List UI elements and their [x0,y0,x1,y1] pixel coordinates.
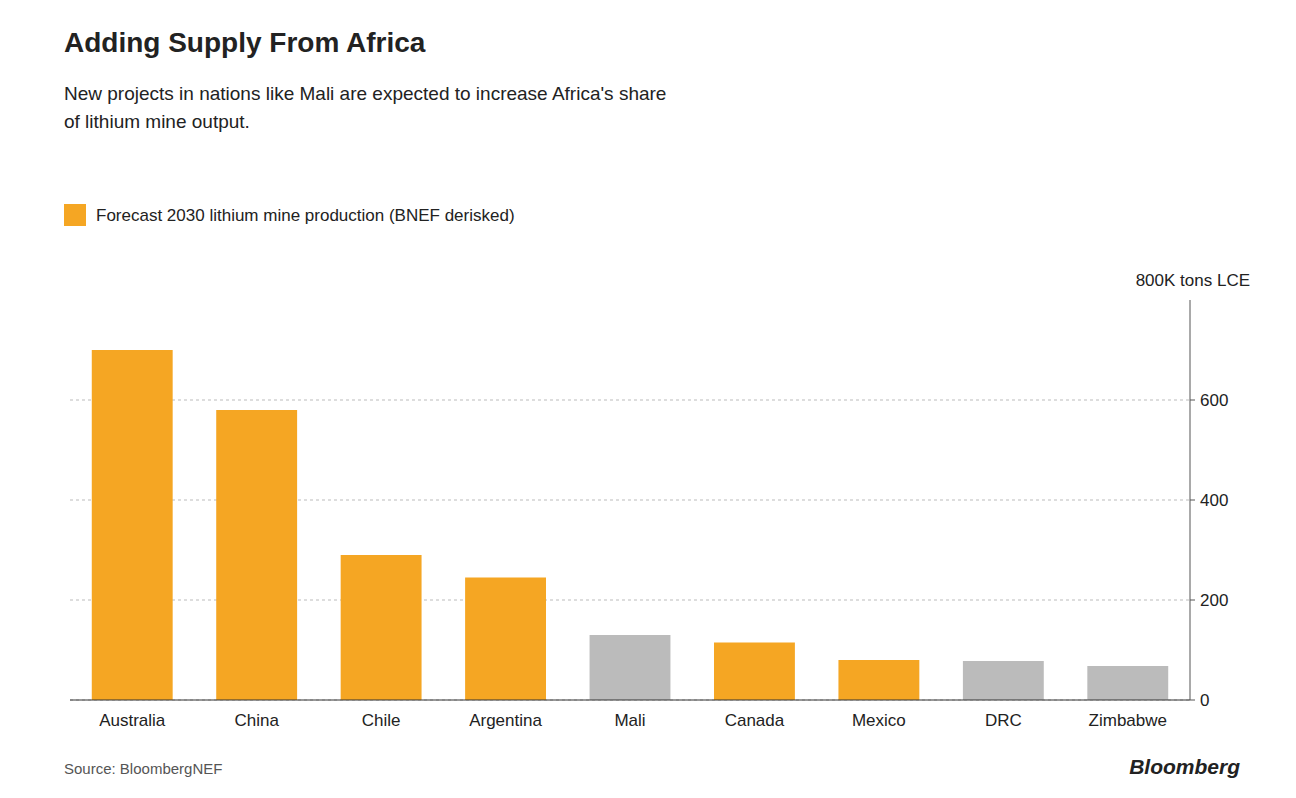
grid-line [70,400,1190,401]
x-tick-label: DRC [985,711,1022,730]
y-tick-label: 400 [1200,491,1228,510]
bar [216,410,297,700]
legend: Forecast 2030 lithium mine production (B… [64,204,515,226]
y-tick-label: 600 [1200,391,1228,410]
y-tick-label: 200 [1200,591,1228,610]
x-tick-label: Argentina [469,711,542,730]
y-tick [1190,400,1195,401]
bars [92,350,1168,700]
bar [714,643,795,701]
bar [465,578,546,701]
bar [963,661,1044,700]
bar [341,555,422,700]
source: Source: BloombergNEF [64,760,222,777]
y-axis-label: 800K tons LCE [1136,271,1250,290]
bar [1087,666,1168,700]
x-tick-label: Mexico [852,711,906,730]
subtitle: New projects in nations like Mali are ex… [64,83,666,132]
y-tick-label: 0 [1200,691,1209,710]
legend-swatch [64,204,86,226]
branding: Bloomberg [1129,755,1240,778]
legend-label: Forecast 2030 lithium mine production (B… [96,206,515,225]
bar [590,635,671,700]
y-tick [1190,500,1195,501]
x-tick-label: Chile [362,711,401,730]
x-axis [70,700,1190,701]
grid [70,400,1190,700]
y-tick [1190,700,1195,701]
x-tick-label: China [234,711,279,730]
bar [92,350,173,700]
x-tick-label: Mali [614,711,645,730]
y-tick [1190,600,1195,601]
chart: Adding Supply From Africa New projects in… [0,0,1296,798]
bar [838,660,919,700]
y-axis [1190,300,1191,700]
x-tick-label: Australia [99,711,166,730]
grid-line [70,700,1190,701]
x-tick-label: Canada [725,711,785,730]
x-tick-label: Zimbabwe [1089,711,1167,730]
title: Adding Supply From Africa [64,27,426,58]
